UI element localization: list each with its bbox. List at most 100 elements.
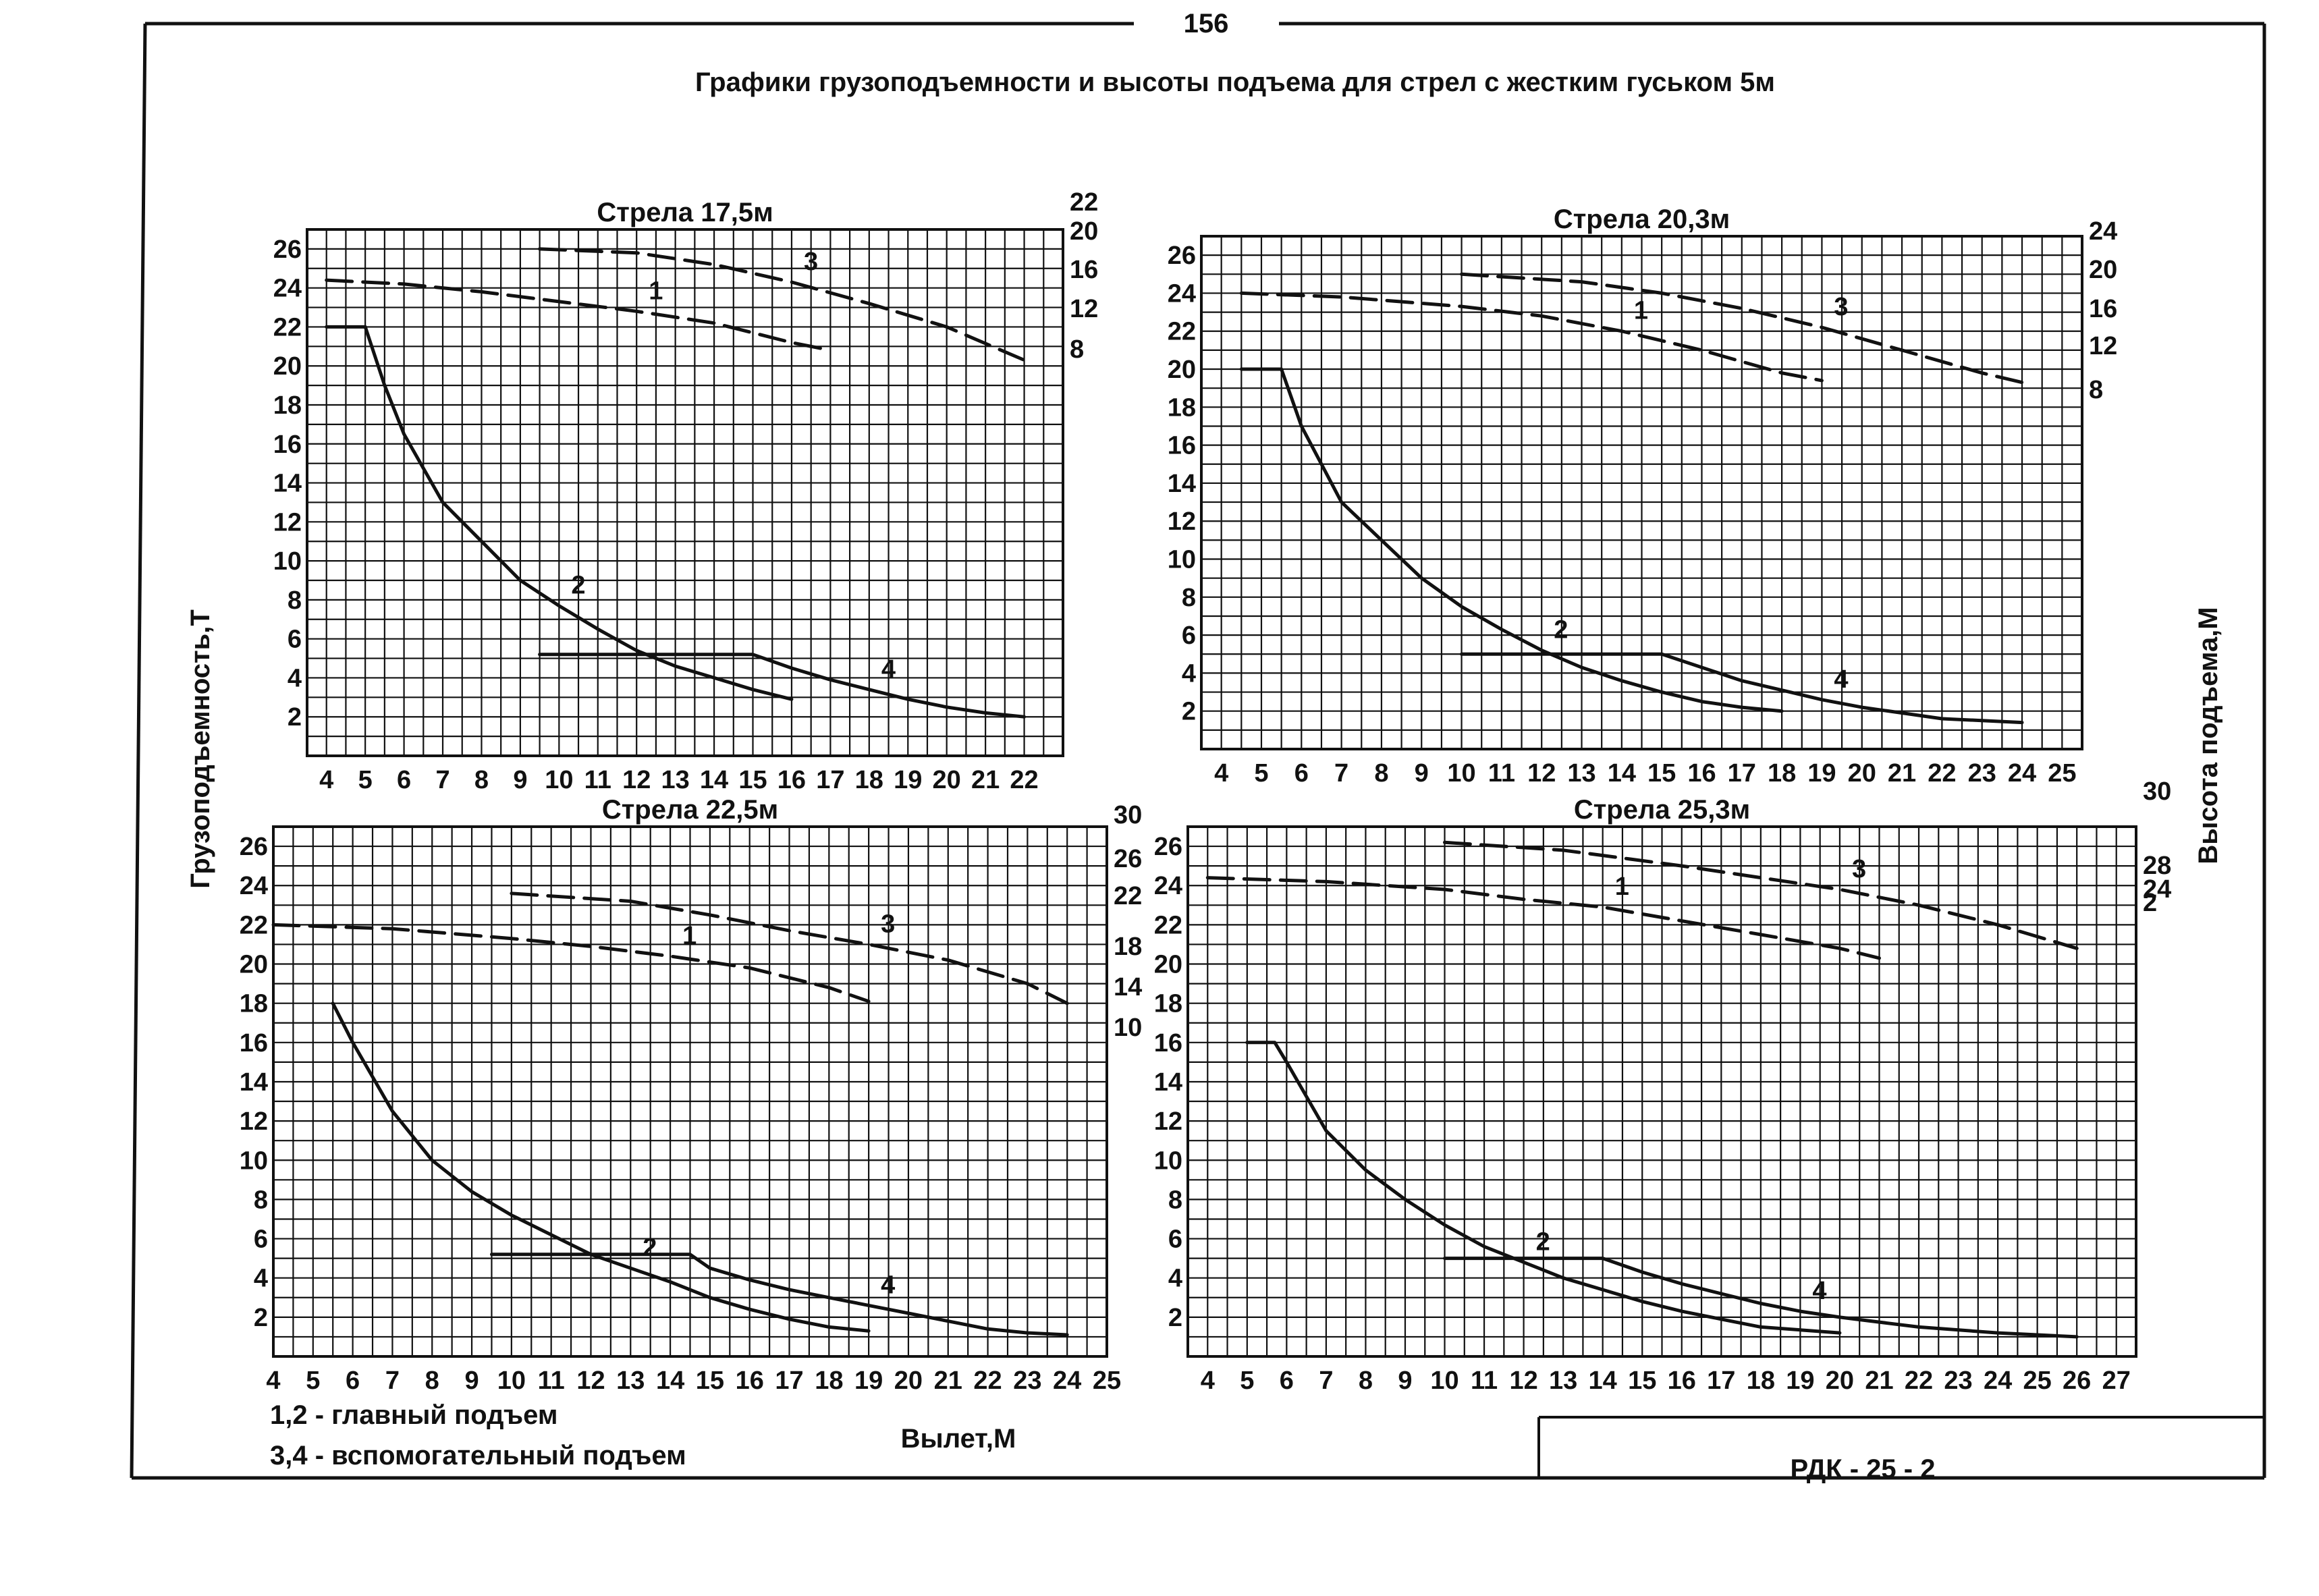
- x-tick-label: 18: [1747, 1367, 1775, 1395]
- y-tick-label: 12: [273, 508, 302, 536]
- x-tick-label: 14: [1589, 1367, 1617, 1395]
- chart-title: Стрела 17,5м: [597, 198, 773, 227]
- x-tick-label: 9: [513, 766, 527, 794]
- y-tick-label: 10: [273, 547, 302, 576]
- y-tick-label: 6: [254, 1226, 268, 1254]
- frame-left: [130, 23, 147, 1479]
- y-tick-label: 22: [273, 313, 302, 341]
- y-tick-label: 2: [1168, 1304, 1182, 1332]
- y2-tick-label: 16: [2089, 295, 2117, 323]
- x-tick-label: 8: [1359, 1367, 1373, 1395]
- y2-tick-label: 20: [2089, 256, 2117, 284]
- x-tick-label: 8: [425, 1367, 439, 1395]
- x-tick-label: 11: [538, 1367, 565, 1395]
- series-line-2: [331, 1001, 871, 1333]
- y-tick-label: 8: [254, 1186, 268, 1214]
- series-line-2: [1239, 367, 1784, 713]
- y-tick-label: 10: [240, 1147, 268, 1175]
- series-line-1: [271, 923, 871, 1003]
- y-tick-label: 14: [1154, 1068, 1182, 1097]
- y-tick-label: 4: [288, 664, 302, 692]
- x-axis-label: Вылет,М: [901, 1424, 1016, 1454]
- x-tick-label: 4: [1201, 1367, 1215, 1395]
- y-tick-label: 10: [1168, 546, 1196, 574]
- x-tick-label: 16: [736, 1367, 764, 1395]
- x-tick-label: 25: [1093, 1367, 1121, 1395]
- x-tick-label: 23: [1944, 1367, 1972, 1395]
- x-tick-label: 8: [1374, 759, 1388, 788]
- y-tick-label: 24: [273, 275, 302, 303]
- legend-aux: 3,4 - вспомогательный подъем: [270, 1441, 686, 1470]
- chart-title: Стрела 20,3м: [1554, 204, 1730, 234]
- y-tick-label: 20: [273, 352, 302, 381]
- x-tick-label: 21: [1888, 759, 1916, 788]
- y-tick-label: 6: [1168, 1226, 1182, 1254]
- x-tick-label: 19: [1807, 759, 1836, 788]
- x-tick-label: 11: [1488, 759, 1515, 788]
- y2-tick-label: 22: [1114, 882, 1142, 910]
- charts-group: Стрела 17,5м4 5 6 7 8 9 10 11 12 13 14 15 16 17 18 19 20…: [240, 188, 2172, 1395]
- y-tick-label: 18: [1168, 393, 1196, 422]
- x-tick-label: 6: [397, 766, 411, 794]
- y2-tick-label: 24: [2143, 875, 2171, 904]
- series-label-4: 4: [1834, 665, 1848, 694]
- y2-tick-label: 18: [1114, 933, 1142, 961]
- y-tick-label: 8: [288, 586, 302, 615]
- y2-tick-label: 30: [2143, 777, 2171, 806]
- series-label-3: 3: [804, 248, 818, 276]
- series-label-1: 1: [682, 922, 697, 950]
- x-tick-label: 13: [616, 1367, 645, 1395]
- y2-tick-label: 12: [1070, 295, 1098, 323]
- series-line-4: [1443, 1257, 2079, 1339]
- y-tick-label: 12: [1154, 1107, 1182, 1136]
- x-tick-label: 12: [1527, 759, 1556, 788]
- x-tick-label: 15: [1647, 759, 1676, 788]
- y-tick-label: 14: [1168, 470, 1196, 498]
- series-line-2: [325, 325, 794, 701]
- series-line-3: [510, 891, 1069, 1006]
- x-tick-label: 13: [661, 766, 690, 794]
- y-tick-label: 4: [1168, 1265, 1182, 1293]
- right-axis-label: Высота подъема,М: [2193, 607, 2223, 864]
- x-tick-label: 25: [2048, 759, 2076, 788]
- series-line-1: [1239, 291, 1824, 383]
- y-tick-label: 22: [1154, 911, 1182, 939]
- y-tick-label: 14: [240, 1068, 268, 1097]
- y-tick-label: 20: [1154, 951, 1182, 979]
- y-tick-label: 4: [254, 1265, 268, 1293]
- x-tick-label: 10: [1430, 1367, 1458, 1395]
- x-tick-label: 10: [497, 1367, 526, 1395]
- y-tick-label: 20: [1168, 356, 1196, 384]
- y-tick-label: 12: [1168, 507, 1196, 536]
- x-tick-label: 6: [1280, 1367, 1294, 1395]
- x-tick-label: 7: [1319, 1367, 1333, 1395]
- chart-panel-4: Стрела 25,3м4 5 6 7 8 9 10 11 12 13 14 15 16 17 18 19 20…: [1154, 777, 2172, 1395]
- x-tick-label: 16: [777, 766, 806, 794]
- series-label-4: 4: [881, 655, 896, 684]
- y-tick-label: 18: [1154, 990, 1182, 1018]
- x-tick-label: 12: [576, 1367, 605, 1395]
- y2-tick-label: 14: [1114, 973, 1142, 1001]
- chart-title: Стрела 25,3м: [1574, 795, 1750, 825]
- y-tick-label: 14: [273, 470, 302, 498]
- series-label-1: 1: [1634, 297, 1648, 325]
- y-tick-label: 16: [273, 431, 302, 459]
- x-tick-label: 24: [1053, 1367, 1081, 1395]
- series-line-3: [1443, 840, 2079, 950]
- y2-tick-label: 30: [1114, 801, 1142, 829]
- y2-tick-label: 8: [2089, 376, 2103, 404]
- y-tick-label: 2: [1182, 698, 1196, 726]
- x-tick-label: 15: [738, 766, 767, 794]
- x-tick-label: 17: [775, 1367, 803, 1395]
- y-tick-label: 26: [240, 833, 268, 861]
- x-tick-label: 15: [1628, 1367, 1656, 1395]
- x-tick-label: 13: [1567, 759, 1595, 788]
- series-label-2: 2: [643, 1234, 657, 1262]
- y-tick-label: 10: [1154, 1147, 1182, 1175]
- legend-main: 1,2 - главный подъем: [270, 1400, 557, 1430]
- y-tick-label: 26: [273, 236, 302, 264]
- series-line-4: [490, 1253, 1069, 1337]
- x-tick-label: 10: [545, 766, 573, 794]
- y2-tick-label: 10: [1114, 1014, 1142, 1042]
- x-tick-label: 20: [1826, 1367, 1854, 1395]
